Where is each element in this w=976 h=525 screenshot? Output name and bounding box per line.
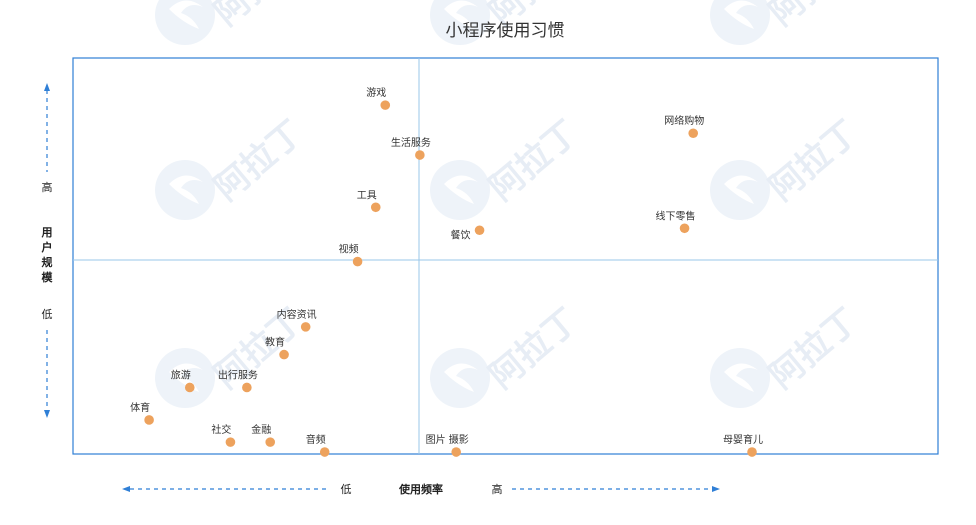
data-point[interactable]: 内容资讯 [277, 308, 317, 332]
arrow-down-icon [44, 410, 50, 418]
point-label: 出行服务 [218, 368, 258, 381]
watermark-layer: 阿拉丁阿拉丁阿拉丁阿拉丁阿拉丁阿拉丁阿拉丁阿拉丁阿拉丁 [155, 0, 866, 408]
watermark-logo-icon: 阿拉丁 [710, 301, 866, 408]
point-marker[interactable] [370, 202, 381, 213]
point-marker[interactable] [184, 382, 195, 393]
y-axis-title-char-4: 模 [42, 270, 54, 284]
point-label: 视频 [339, 243, 359, 256]
point-label: 工具 [357, 189, 377, 201]
data-point[interactable]: 体育 [130, 401, 154, 425]
point-marker[interactable] [265, 437, 276, 447]
x-axis-title: 使用频率 [398, 482, 443, 496]
point-label: 教育 [265, 336, 285, 349]
point-marker[interactable] [319, 447, 330, 457]
data-point[interactable]: 教育 [265, 336, 289, 360]
point-label: 生活服务 [391, 136, 431, 149]
y-axis-title-char-2: 户 [42, 240, 53, 254]
point-marker[interactable] [474, 225, 485, 236]
x-axis-low-label: 低 [341, 483, 352, 496]
watermark-text: 阿拉丁 [762, 0, 866, 34]
point-label: 音频 [306, 433, 326, 446]
watermark-logo-icon: 阿拉丁 [155, 0, 311, 45]
data-point[interactable]: 母婴育儿 [723, 433, 763, 457]
y-axis-low-label: 低 [42, 308, 53, 321]
data-point[interactable]: 金融 [251, 423, 276, 447]
y-axis-title-char-3: 规 [42, 255, 53, 269]
point-label: 旅游 [171, 368, 191, 381]
point-marker[interactable] [279, 349, 289, 360]
data-point[interactable]: 餐饮 [451, 225, 485, 241]
point-label: 线下零售 [656, 209, 696, 222]
data-point[interactable]: 旅游 [171, 368, 195, 393]
arrow-right-icon [712, 486, 720, 492]
x-axis-high-label: 高 [492, 482, 503, 496]
data-point[interactable]: 音频 [306, 433, 330, 457]
data-point[interactable]: 出行服务 [218, 368, 258, 393]
point-label: 内容资讯 [277, 308, 317, 321]
point-marker[interactable] [380, 100, 391, 110]
watermark-logo-icon: 阿拉丁 [710, 0, 866, 45]
watermark-logo-icon: 阿拉丁 [155, 113, 311, 220]
y-axis-indicator: 高 用 户 规 模 低 [42, 83, 54, 418]
data-point[interactable]: 游戏 [366, 86, 391, 110]
point-marker[interactable] [352, 256, 363, 267]
y-axis-title-char-1: 用 [42, 226, 53, 239]
watermark-text: 阿拉丁 [762, 301, 866, 397]
watermark-text: 阿拉丁 [762, 113, 866, 209]
watermark-text: 阿拉丁 [482, 113, 586, 209]
point-label: 母婴育儿 [723, 433, 763, 446]
point-marker[interactable] [225, 437, 236, 447]
watermark-logo-icon: 阿拉丁 [430, 301, 586, 408]
plot-frame [72, 57, 939, 455]
point-label: 社交 [211, 423, 231, 436]
point-marker[interactable] [415, 150, 425, 160]
point-label: 餐饮 [451, 228, 471, 241]
point-marker[interactable] [451, 447, 461, 457]
data-point[interactable]: 图片 摄影 [426, 433, 469, 457]
point-marker[interactable] [679, 223, 690, 234]
point-marker[interactable] [688, 128, 699, 139]
point-marker[interactable] [747, 447, 757, 457]
chart-title: 小程序使用习惯 [446, 20, 565, 41]
point-label: 图片 摄影 [426, 433, 469, 446]
x-axis-indicator: 低 使用频率 高 [122, 482, 720, 496]
point-label: 网络购物 [664, 114, 704, 127]
arrow-left-icon [122, 486, 130, 492]
point-marker[interactable] [144, 415, 154, 425]
watermark-text: 阿拉丁 [482, 301, 586, 397]
point-label: 金融 [251, 423, 271, 436]
arrow-up-icon [44, 83, 50, 91]
y-axis-high-label: 高 [42, 180, 53, 194]
data-point[interactable]: 网络购物 [664, 114, 704, 139]
watermark-logo-icon: 阿拉丁 [430, 113, 586, 220]
point-label: 体育 [130, 401, 150, 414]
data-point[interactable]: 线下零售 [656, 209, 696, 234]
point-label: 游戏 [366, 86, 386, 99]
point-marker[interactable] [300, 322, 311, 332]
data-point[interactable]: 社交 [211, 423, 236, 447]
point-marker[interactable] [242, 382, 252, 393]
watermark-text: 阿拉丁 [207, 113, 311, 209]
data-point[interactable]: 视频 [339, 243, 363, 267]
watermark-text: 阿拉丁 [207, 0, 311, 34]
data-point[interactable]: 生活服务 [391, 136, 431, 160]
data-point[interactable]: 工具 [357, 189, 381, 213]
watermark-logo-icon: 阿拉丁 [710, 113, 866, 220]
